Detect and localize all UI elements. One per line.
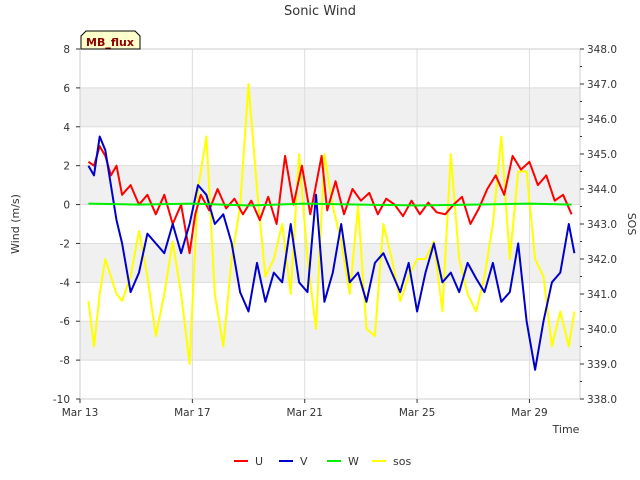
y2-tick-label: 339.0 bbox=[587, 359, 617, 371]
y2-tick-label: 338.0 bbox=[587, 394, 617, 406]
y-tick-label: 8 bbox=[63, 44, 70, 56]
alternating-bands bbox=[80, 87, 580, 361]
legend-label-u: U bbox=[255, 455, 263, 468]
y-tick-label: -2 bbox=[60, 238, 70, 250]
y-tick-label: -8 bbox=[60, 355, 70, 367]
y2-axis-label: SOS bbox=[625, 213, 638, 236]
legend-label-w: W bbox=[348, 455, 359, 468]
y-tick-label: 4 bbox=[63, 122, 70, 134]
y2-tick-label: 347.0 bbox=[587, 79, 617, 91]
x-tick-label: Mar 29 bbox=[511, 407, 548, 419]
y2-tick-label: 341.0 bbox=[587, 289, 617, 301]
x-axis-label: Time bbox=[552, 423, 580, 436]
y-tick-label: 0 bbox=[63, 200, 70, 212]
x-tick-label: Mar 13 bbox=[62, 407, 99, 419]
y-tick-label: 2 bbox=[63, 161, 70, 173]
series-line-v bbox=[87, 135, 576, 371]
series-line-sos bbox=[87, 83, 576, 365]
legend-label-v: V bbox=[300, 455, 308, 468]
legend-label-sos: sos bbox=[393, 455, 411, 468]
plot-band bbox=[80, 321, 580, 361]
plot-band bbox=[80, 87, 580, 127]
y2-tick-label: 343.0 bbox=[587, 219, 617, 231]
mb-flux-badge-label: MB_flux bbox=[86, 36, 134, 49]
x-tick-label: Mar 21 bbox=[286, 407, 323, 419]
series-line-u bbox=[87, 145, 573, 255]
x-tick-label: Mar 17 bbox=[174, 407, 211, 419]
y-tick-label: -6 bbox=[60, 316, 71, 328]
y2-tick-label: 340.0 bbox=[587, 324, 617, 336]
y-axis-label: Wind (m/s) bbox=[9, 194, 22, 254]
mb-flux-badge: MB_flux bbox=[80, 30, 141, 50]
series-layer bbox=[87, 83, 576, 371]
y-tick-label: -4 bbox=[60, 277, 71, 289]
y-tick-label: 6 bbox=[63, 83, 70, 95]
x-tick-label: Mar 25 bbox=[399, 407, 436, 419]
plot-band bbox=[80, 243, 580, 283]
right-axis-ticks: 338.0 339.0 340.0 341.0 342.0 343.0 344.0 345.0… bbox=[580, 44, 617, 406]
y2-tick-label: 344.0 bbox=[587, 184, 617, 196]
x-axis-ticks: Mar 13 Mar 17 Mar 21 Mar 25 Mar 29 bbox=[62, 399, 548, 419]
series-line-w bbox=[88, 202, 572, 207]
y2-tick-label: 348.0 bbox=[587, 44, 617, 56]
y2-tick-label: 346.0 bbox=[587, 114, 617, 126]
y2-tick-label: 345.0 bbox=[587, 149, 617, 161]
y-tick-label: -10 bbox=[53, 394, 70, 406]
left-axis-ticks: -10 -8 -6 -4 -2 0 2 4 6 8 bbox=[53, 44, 80, 406]
chart-title: Sonic Wind bbox=[284, 4, 356, 19]
y2-tick-label: 342.0 bbox=[587, 254, 617, 266]
